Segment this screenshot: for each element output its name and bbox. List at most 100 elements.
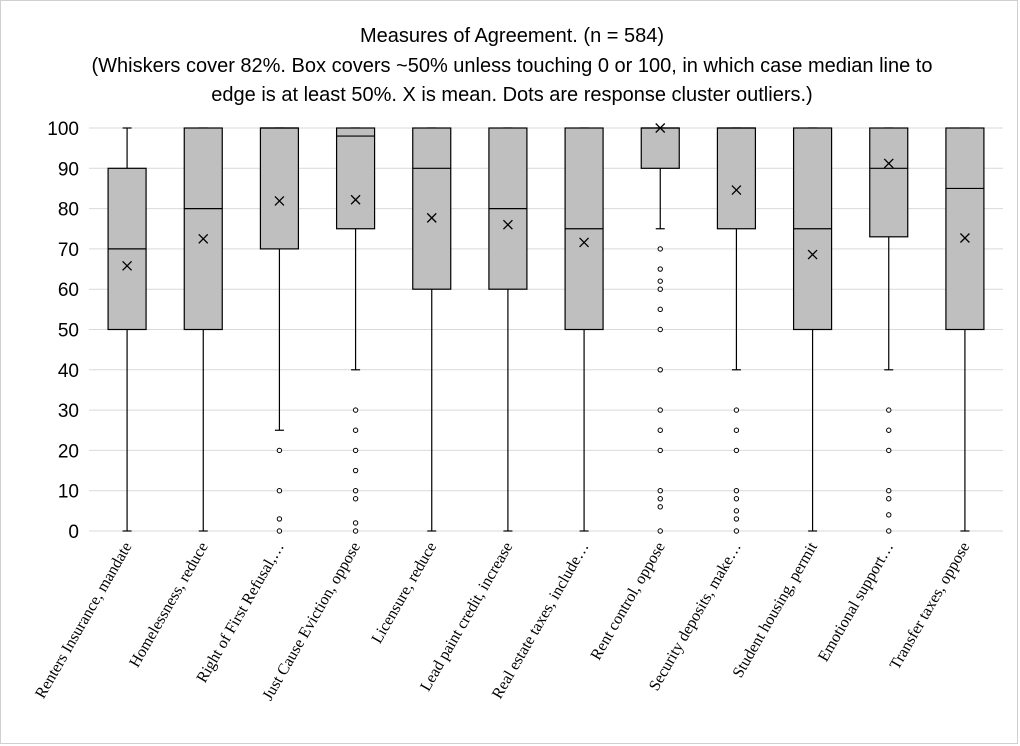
outlier-point xyxy=(657,407,663,413)
box-item-6 xyxy=(488,127,528,532)
category-label-2: Homelessness, reduce xyxy=(126,540,211,671)
outlier-point xyxy=(733,528,740,534)
mean-marker xyxy=(426,212,437,223)
mean-marker-stroke-b xyxy=(731,185,742,196)
box-item-12 xyxy=(945,127,985,532)
mean-marker-stroke-b xyxy=(807,249,818,260)
y-tick-label-10: 10 xyxy=(58,482,79,503)
category-label-3: Right of First Refusal,… xyxy=(194,540,288,686)
box-item-11 xyxy=(869,127,909,534)
box-item-9 xyxy=(716,127,757,534)
mean-marker xyxy=(731,185,742,196)
mean-marker-stroke-b xyxy=(274,195,285,206)
gridlines xyxy=(89,127,1003,532)
outlier-point xyxy=(276,488,283,494)
box-item-4 xyxy=(335,127,376,534)
outlier-point xyxy=(276,516,283,522)
category-label-1: Renters Insurance, mandate xyxy=(32,540,135,702)
outlier-point xyxy=(733,488,740,494)
mean-marker xyxy=(198,233,209,244)
y-axis-tick-labels: 0 10 20 30 40 50 60 70 80 90 100 xyxy=(47,119,79,543)
category-label-8: Rent control, oppose xyxy=(588,540,669,664)
y-tick-label-100: 100 xyxy=(47,119,79,140)
outlier-point xyxy=(276,447,283,454)
box-item-3 xyxy=(259,127,300,534)
outlier-point xyxy=(886,528,892,534)
y-tick-label-70: 70 xyxy=(58,240,79,261)
title-line-2: (Whiskers cover 82%. Box covers ~50% unl… xyxy=(92,55,933,77)
box-item-5 xyxy=(412,127,452,532)
y-tick-label-50: 50 xyxy=(58,321,79,342)
outlier-point xyxy=(657,266,663,272)
box-body xyxy=(869,127,909,238)
category-label-10: Student housing, permit xyxy=(730,539,822,681)
outlier-point xyxy=(657,496,663,502)
outlier-point xyxy=(657,504,663,510)
outlier-point xyxy=(352,496,359,502)
outlier-point xyxy=(733,427,740,433)
outlier-point xyxy=(276,528,283,534)
outlier-point xyxy=(352,520,359,526)
y-tick-label-20: 20 xyxy=(58,441,79,462)
box-item-1 xyxy=(107,127,147,532)
box-item-8 xyxy=(640,123,680,534)
outlier-point xyxy=(657,326,663,333)
outlier-point xyxy=(886,427,892,433)
outlier-point xyxy=(886,447,892,454)
mean-marker xyxy=(883,158,894,169)
mean-marker xyxy=(122,260,133,271)
mean-marker-stroke-b xyxy=(122,260,133,271)
x-axis-category-labels: Renters Insurance, mandateHomelessness, … xyxy=(32,539,973,703)
outlier-point xyxy=(733,407,740,413)
box-item-10 xyxy=(792,127,833,532)
y-tick-label-90: 90 xyxy=(58,159,79,180)
outlier-point xyxy=(352,447,359,454)
outlier-point xyxy=(352,488,359,494)
category-label-12: Transfer taxes, oppose xyxy=(887,540,974,673)
outlier-point xyxy=(352,467,359,474)
outlier-point xyxy=(657,246,663,252)
mean-marker xyxy=(274,195,285,206)
outlier-point xyxy=(733,516,740,522)
outlier-point xyxy=(886,407,892,413)
y-tick-label-60: 60 xyxy=(58,280,79,301)
mean-marker-stroke-b xyxy=(350,194,361,205)
outlier-point xyxy=(657,278,663,284)
category-label-11: Emotional support… xyxy=(815,540,897,665)
y-tick-label-30: 30 xyxy=(58,401,79,422)
outlier-point xyxy=(657,306,663,313)
y-tick-label-80: 80 xyxy=(58,200,79,221)
mean-marker-stroke-b xyxy=(959,233,970,243)
category-label-5: Licensure, reduce xyxy=(369,540,441,647)
mean-marker xyxy=(959,233,970,243)
outlier-point xyxy=(657,488,663,494)
outlier-point xyxy=(657,528,663,534)
box-body xyxy=(412,127,452,290)
box-body xyxy=(259,127,300,250)
outlier-point xyxy=(733,508,740,514)
chart-title: Measures of Agreement. (n = 584) (Whiske… xyxy=(92,25,933,106)
outlier-point xyxy=(657,367,663,373)
box-body xyxy=(335,127,376,230)
box-body xyxy=(640,127,680,169)
mean-marker xyxy=(502,219,513,230)
box-item-2 xyxy=(183,127,223,532)
y-tick-label-0: 0 xyxy=(68,522,79,543)
y-tick-label-40: 40 xyxy=(58,361,79,382)
outlier-point xyxy=(657,286,663,292)
box-body xyxy=(945,127,985,331)
outlier-point xyxy=(886,496,892,502)
mean-marker-stroke-b xyxy=(655,123,666,133)
outlier-point xyxy=(886,512,892,518)
mean-marker-stroke-b xyxy=(198,233,209,244)
mean-marker-stroke-b xyxy=(579,237,590,248)
box-item-7 xyxy=(564,127,604,532)
box-series xyxy=(107,123,985,534)
mean-marker-stroke-b xyxy=(883,158,894,169)
outlier-point xyxy=(657,447,663,454)
box-body xyxy=(183,127,223,331)
mean-marker xyxy=(579,237,590,248)
outlier-point xyxy=(886,488,892,494)
